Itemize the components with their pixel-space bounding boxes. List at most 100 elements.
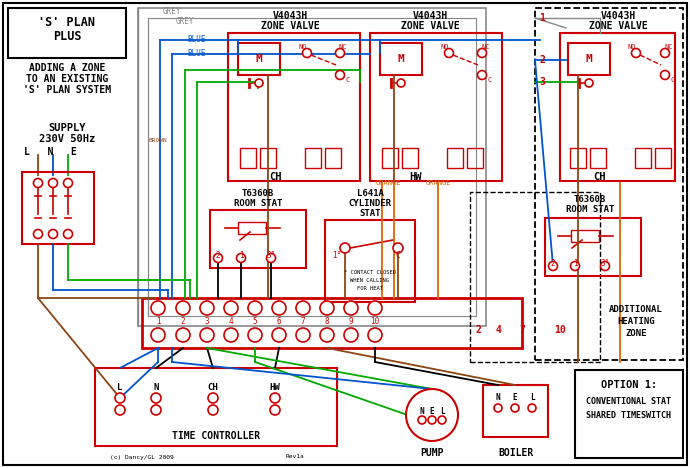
Text: TIME CONTROLLER: TIME CONTROLLER: [172, 431, 260, 441]
Text: BLUE: BLUE: [188, 36, 206, 44]
Text: ADDING A ZONE: ADDING A ZONE: [29, 63, 105, 73]
Circle shape: [248, 301, 262, 315]
Circle shape: [270, 405, 280, 415]
Circle shape: [151, 301, 165, 315]
Text: L: L: [530, 394, 534, 402]
Text: ROOM STAT: ROOM STAT: [234, 198, 282, 207]
Text: 9: 9: [348, 317, 353, 327]
Text: PLUS: PLUS: [52, 30, 81, 44]
Circle shape: [660, 49, 669, 58]
Text: 4: 4: [495, 325, 501, 335]
Circle shape: [151, 328, 165, 342]
Bar: [138, 8, 486, 326]
Text: E: E: [430, 407, 434, 416]
Bar: [325, 220, 415, 302]
Circle shape: [340, 243, 350, 253]
Circle shape: [344, 301, 358, 315]
Text: ZONE VALVE: ZONE VALVE: [589, 21, 647, 31]
Bar: [447, 148, 463, 168]
Text: M: M: [255, 54, 262, 64]
Text: * CONTACT CLOSED: * CONTACT CLOSED: [344, 270, 396, 275]
Text: NC: NC: [664, 44, 673, 50]
Circle shape: [494, 404, 502, 412]
Bar: [560, 33, 675, 181]
Text: 1: 1: [239, 250, 244, 259]
Text: (c) Dancy/GL 2009: (c) Dancy/GL 2009: [110, 454, 174, 460]
Text: 'S' PLAN SYSTEM: 'S' PLAN SYSTEM: [23, 85, 111, 95]
Circle shape: [63, 178, 72, 188]
Text: C: C: [346, 77, 350, 83]
Text: L: L: [117, 383, 123, 393]
Text: ZONE: ZONE: [625, 329, 647, 338]
Circle shape: [571, 262, 580, 271]
Circle shape: [302, 49, 311, 58]
Text: 1: 1: [156, 317, 160, 327]
Circle shape: [393, 243, 403, 253]
Circle shape: [176, 301, 190, 315]
Circle shape: [368, 328, 382, 342]
Text: ORANGE: ORANGE: [425, 180, 451, 186]
Text: 8: 8: [325, 317, 329, 327]
Bar: [467, 148, 483, 168]
Bar: [380, 43, 422, 75]
Text: 2: 2: [216, 250, 220, 259]
Circle shape: [631, 49, 640, 58]
Text: BLUE: BLUE: [188, 50, 206, 58]
Bar: [635, 148, 651, 168]
Text: L641A: L641A: [357, 189, 384, 197]
Circle shape: [272, 301, 286, 315]
Bar: [95, 368, 337, 446]
Circle shape: [48, 229, 57, 239]
Circle shape: [585, 79, 593, 87]
Circle shape: [48, 178, 57, 188]
Text: 1°: 1°: [333, 250, 342, 259]
Text: M: M: [397, 54, 404, 64]
Text: CH: CH: [268, 172, 282, 182]
Text: NO: NO: [299, 44, 307, 50]
Bar: [370, 33, 502, 181]
Text: N: N: [420, 407, 424, 416]
Text: 10: 10: [554, 325, 566, 335]
Text: 2: 2: [181, 317, 186, 327]
Text: TO AN EXISTING: TO AN EXISTING: [26, 74, 108, 84]
Text: L: L: [440, 407, 444, 416]
Text: FOR HEAT: FOR HEAT: [357, 285, 383, 291]
Text: BROWN: BROWN: [148, 138, 168, 142]
Circle shape: [335, 71, 344, 80]
Text: WHEN CALLING: WHEN CALLING: [351, 278, 389, 283]
Text: Rev1a: Rev1a: [286, 454, 304, 460]
Circle shape: [344, 328, 358, 342]
Circle shape: [335, 49, 344, 58]
Text: HEATING: HEATING: [617, 317, 655, 327]
Bar: [238, 43, 280, 75]
Text: 3: 3: [205, 317, 209, 327]
Text: L   N   E: L N E: [23, 147, 77, 157]
Bar: [535, 8, 683, 360]
Bar: [483, 385, 548, 437]
Circle shape: [549, 262, 558, 271]
Text: 6: 6: [277, 317, 282, 327]
Text: 3°: 3°: [266, 250, 275, 259]
Text: NC: NC: [482, 44, 491, 50]
Text: M: M: [586, 54, 593, 64]
Bar: [545, 218, 641, 276]
Bar: [22, 172, 94, 244]
Circle shape: [477, 71, 486, 80]
Text: 3: 3: [539, 77, 545, 87]
Bar: [570, 148, 586, 168]
Circle shape: [296, 301, 310, 315]
Bar: [148, 18, 476, 316]
Text: 10: 10: [371, 317, 380, 327]
Bar: [470, 192, 600, 362]
Circle shape: [200, 328, 214, 342]
Bar: [228, 33, 360, 181]
Circle shape: [115, 393, 125, 403]
Circle shape: [511, 404, 519, 412]
Text: 'S' PLAN: 'S' PLAN: [39, 15, 95, 29]
Bar: [571, 230, 599, 242]
Text: V4043H: V4043H: [600, 11, 635, 21]
Text: NC: NC: [339, 44, 347, 50]
Text: NO: NO: [628, 44, 636, 50]
Circle shape: [224, 301, 238, 315]
Circle shape: [255, 79, 263, 87]
